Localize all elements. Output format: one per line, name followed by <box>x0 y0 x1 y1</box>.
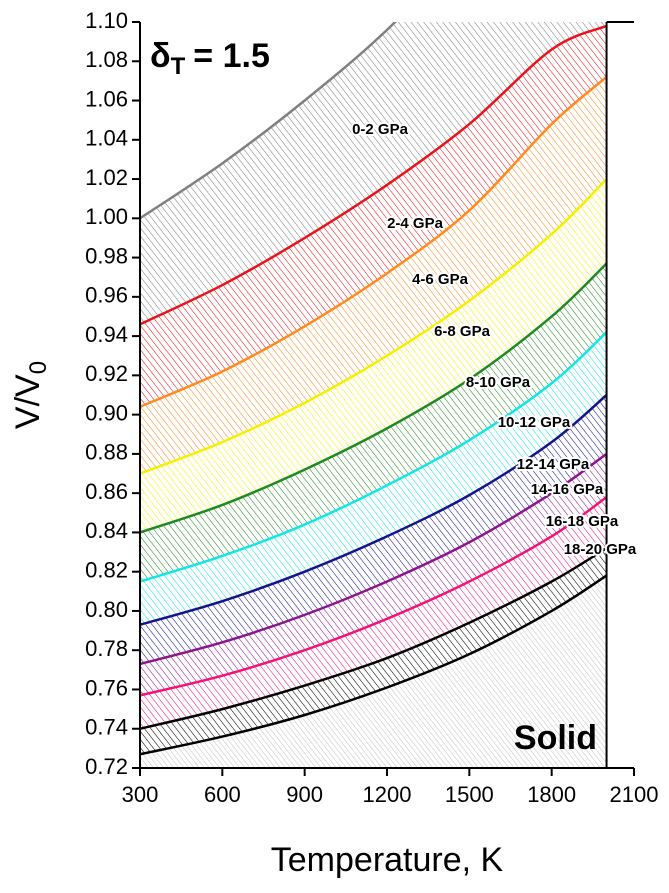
band-area <box>140 25 607 407</box>
x-tick-label: 600 <box>204 782 241 807</box>
annotation: δT = 1.5 <box>150 37 270 80</box>
y-tick-label: 0.90 <box>85 400 128 425</box>
y-tick-label: 0.94 <box>85 322 128 347</box>
band-label: 8-10 GPa <box>466 374 531 391</box>
band-line <box>140 22 397 220</box>
band-label: 16-18 GPa <box>546 513 619 530</box>
band-label: 12-14 GPa <box>517 456 590 473</box>
solid-label: Solid <box>514 719 597 757</box>
band-label: 2-4 GPa <box>387 215 444 232</box>
y-tick-label: 1.04 <box>85 126 128 151</box>
band-area <box>140 76 607 474</box>
annotation-text: = 1.5 <box>193 37 270 75</box>
band-area <box>140 22 607 325</box>
x-tick-label: 900 <box>286 782 323 807</box>
band-area <box>140 179 607 533</box>
band-label: 4-6 GPa <box>412 271 469 288</box>
y-tick-label: 0.72 <box>85 754 128 779</box>
y-tick-label: 1.00 <box>85 204 128 229</box>
band-area <box>140 453 607 696</box>
band-area <box>140 263 607 582</box>
x-tick-label: 300 <box>122 782 159 807</box>
band-label: 6-8 GPa <box>434 323 491 340</box>
band-label: 14-16 GPa <box>531 481 604 498</box>
y-tick-label: 0.96 <box>85 283 128 308</box>
band-line <box>140 76 608 408</box>
solid-line <box>140 574 608 756</box>
annotation-subscript: T <box>171 53 186 80</box>
band-line <box>140 24 608 326</box>
y-tick-label: 0.84 <box>85 518 128 543</box>
y-tick-label: 0.82 <box>85 557 128 582</box>
x-tick-label: 1800 <box>527 782 576 807</box>
x-tick-label: 2100 <box>610 782 659 807</box>
y-tick-label: 0.80 <box>85 597 128 622</box>
annotation-symbol: δ <box>150 37 171 75</box>
y-tick-label: 0.74 <box>85 715 128 740</box>
band-line <box>140 452 608 666</box>
y-axis-label-main: V/V <box>9 374 47 429</box>
y-tick-label: 0.88 <box>85 440 128 465</box>
band-area <box>140 332 607 625</box>
band-area <box>140 497 607 729</box>
band-line <box>140 331 608 583</box>
y-tick-label: 0.78 <box>85 636 128 661</box>
y-axis-label: V/V0 <box>9 361 52 429</box>
band-line <box>140 547 608 730</box>
y-tick-label: 0.76 <box>85 675 128 700</box>
band-area <box>140 395 607 664</box>
y-tick-label: 1.10 <box>85 8 128 33</box>
band-label: 18-20 GPa <box>564 541 637 558</box>
y-tick-label: 1.02 <box>85 165 128 190</box>
y-tick-label: 1.08 <box>85 47 128 72</box>
band-area <box>140 548 607 755</box>
band-line <box>140 496 608 697</box>
band-line <box>140 262 608 534</box>
x-tick-label: 1200 <box>363 782 412 807</box>
y-axis-label-subscript: 0 <box>25 361 52 374</box>
band-line <box>140 178 608 475</box>
x-tick-label: 1500 <box>445 782 494 807</box>
y-tick-label: 0.92 <box>85 361 128 386</box>
y-tick-label: 1.06 <box>85 86 128 111</box>
y-tick-label: 0.86 <box>85 479 128 504</box>
y-tick-label: 0.98 <box>85 243 128 268</box>
x-axis-label: Temperature, K <box>271 841 504 879</box>
band-label: 10-12 GPa <box>498 414 571 431</box>
band-label: 0-2 GPa <box>352 121 409 138</box>
plot-area <box>140 22 608 768</box>
band-line <box>140 394 608 626</box>
solid-area <box>140 575 607 768</box>
